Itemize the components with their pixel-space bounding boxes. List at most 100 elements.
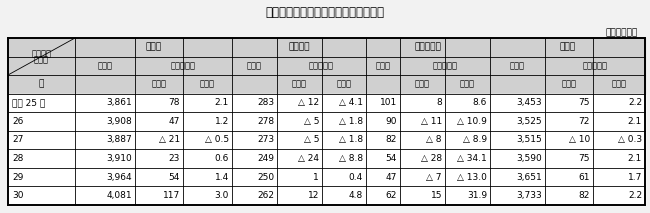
Text: △ 10.9: △ 10.9 — [457, 117, 487, 126]
Text: 3,590: 3,590 — [516, 154, 542, 163]
Text: 対　前　年: 対 前 年 — [309, 61, 334, 70]
Text: 従業上の: 従業上の — [31, 49, 51, 58]
Text: △ 11: △ 11 — [421, 117, 442, 126]
Text: 3,453: 3,453 — [516, 98, 542, 107]
Text: 31.9: 31.9 — [467, 191, 487, 200]
Text: △ 0.5: △ 0.5 — [205, 135, 229, 144]
Text: 0.6: 0.6 — [214, 154, 229, 163]
Text: △ 5: △ 5 — [304, 135, 319, 144]
Text: 2.2: 2.2 — [628, 191, 642, 200]
Text: △ 8.8: △ 8.8 — [339, 154, 363, 163]
Text: △ 24: △ 24 — [298, 154, 319, 163]
Text: 2.1: 2.1 — [628, 117, 642, 126]
Text: 54: 54 — [385, 154, 397, 163]
Text: 90: 90 — [385, 117, 397, 126]
Text: 雇用者: 雇用者 — [560, 43, 575, 52]
Text: 実　数: 実 数 — [247, 61, 262, 70]
Text: △ 21: △ 21 — [159, 135, 180, 144]
Text: 平成 25 年: 平成 25 年 — [12, 98, 46, 107]
Text: 2.1: 2.1 — [628, 154, 642, 163]
Text: 101: 101 — [380, 98, 397, 107]
Text: 4,081: 4,081 — [107, 191, 132, 200]
Text: 増減率: 増減率 — [612, 80, 627, 89]
Text: 283: 283 — [257, 98, 274, 107]
Text: △ 8.9: △ 8.9 — [463, 135, 487, 144]
Text: 26: 26 — [12, 117, 23, 126]
Text: △ 8: △ 8 — [426, 135, 442, 144]
Text: 実　数: 実 数 — [510, 61, 525, 70]
Text: 増減率: 増減率 — [337, 80, 352, 89]
Text: 3,861: 3,861 — [106, 98, 132, 107]
Text: △ 5: △ 5 — [304, 117, 319, 126]
Text: 3.0: 3.0 — [214, 191, 229, 200]
Text: 地位別: 地位別 — [34, 55, 49, 64]
Text: 2.1: 2.1 — [214, 98, 229, 107]
Text: 3,733: 3,733 — [516, 191, 542, 200]
Text: 増減数: 増減数 — [292, 80, 307, 89]
Text: 82: 82 — [385, 135, 397, 144]
Text: 61: 61 — [578, 173, 590, 182]
Text: 増減数: 増減数 — [151, 80, 166, 89]
Text: 1.7: 1.7 — [628, 173, 642, 182]
Text: 28: 28 — [12, 154, 23, 163]
Text: △ 12: △ 12 — [298, 98, 319, 107]
Text: 30: 30 — [12, 191, 23, 200]
Text: 75: 75 — [578, 154, 590, 163]
Text: 117: 117 — [162, 191, 180, 200]
Bar — [8, 38, 645, 205]
Text: △ 28: △ 28 — [421, 154, 442, 163]
Text: △ 7: △ 7 — [426, 173, 442, 182]
Text: 3,908: 3,908 — [106, 117, 132, 126]
Text: △ 1.8: △ 1.8 — [339, 117, 363, 126]
Text: 62: 62 — [385, 191, 397, 200]
Text: （千人、％）: （千人、％） — [606, 29, 638, 37]
Text: △ 0.3: △ 0.3 — [618, 135, 642, 144]
Text: 1.4: 1.4 — [214, 173, 229, 182]
Text: △ 4.1: △ 4.1 — [339, 98, 363, 107]
Text: 3,515: 3,515 — [516, 135, 542, 144]
Text: 249: 249 — [257, 154, 274, 163]
Text: △ 1.8: △ 1.8 — [339, 135, 363, 144]
Text: △ 13.0: △ 13.0 — [457, 173, 487, 182]
Text: 増減数: 増減数 — [562, 80, 577, 89]
Text: 12: 12 — [307, 191, 319, 200]
Text: 23: 23 — [168, 154, 180, 163]
Text: 1.2: 1.2 — [214, 117, 229, 126]
Text: 54: 54 — [168, 173, 180, 182]
Text: 8.6: 8.6 — [473, 98, 487, 107]
Text: 278: 278 — [257, 117, 274, 126]
Text: 2.2: 2.2 — [628, 98, 642, 107]
Text: 72: 72 — [578, 117, 590, 126]
Text: 4.8: 4.8 — [349, 191, 363, 200]
Text: 3,887: 3,887 — [106, 135, 132, 144]
Text: 78: 78 — [168, 98, 180, 107]
Text: 総　数: 総 数 — [146, 43, 162, 52]
Text: 47: 47 — [168, 117, 180, 126]
Text: 27: 27 — [12, 135, 23, 144]
Text: 3,964: 3,964 — [107, 173, 132, 182]
Text: 家族従業者: 家族従業者 — [415, 43, 441, 52]
Text: 75: 75 — [578, 98, 590, 107]
Text: 1: 1 — [313, 173, 319, 182]
Text: 47: 47 — [385, 173, 397, 182]
Text: 3,525: 3,525 — [516, 117, 542, 126]
Text: 対　前　年: 対 前 年 — [171, 61, 196, 70]
Text: 増減率: 増減率 — [460, 80, 475, 89]
Text: 増減率: 増減率 — [200, 80, 215, 89]
Text: 82: 82 — [578, 191, 590, 200]
Text: 29: 29 — [12, 173, 23, 182]
Text: 対　前　年: 対 前 年 — [582, 61, 608, 70]
Text: 3,651: 3,651 — [516, 173, 542, 182]
Text: 実　数: 実 数 — [98, 61, 112, 70]
Text: 対　前　年: 対 前 年 — [432, 61, 458, 70]
Text: 3,910: 3,910 — [106, 154, 132, 163]
Text: 実　数: 実 数 — [376, 61, 391, 70]
Text: 増減数: 増減数 — [415, 80, 430, 89]
Text: 250: 250 — [257, 173, 274, 182]
Text: 262: 262 — [257, 191, 274, 200]
Text: 8: 8 — [436, 98, 442, 107]
Text: △ 34.1: △ 34.1 — [457, 154, 487, 163]
Text: △ 10: △ 10 — [569, 135, 590, 144]
Text: 表３　従業上の地位別就業者数の推移: 表３ 従業上の地位別就業者数の推移 — [265, 7, 385, 20]
Text: 年: 年 — [39, 80, 44, 89]
